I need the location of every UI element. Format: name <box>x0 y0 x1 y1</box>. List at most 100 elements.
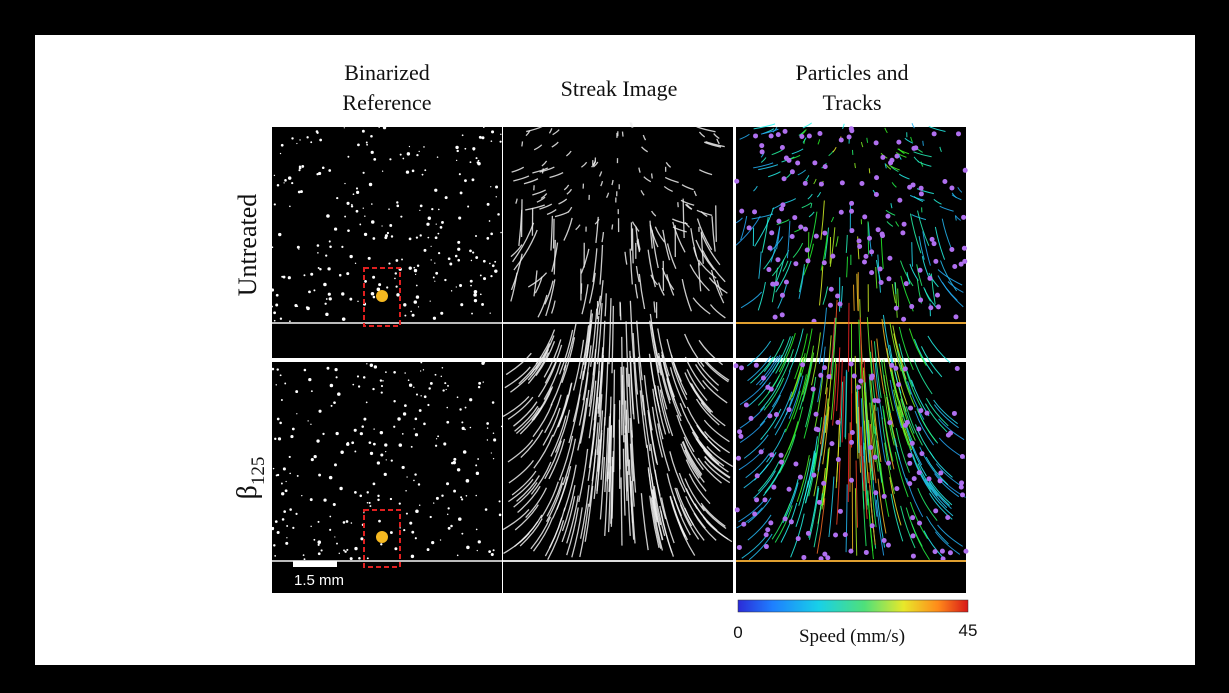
particle <box>880 233 885 238</box>
particle <box>334 368 337 371</box>
particle <box>473 293 477 297</box>
particle <box>475 495 477 497</box>
particle <box>440 226 443 229</box>
particle <box>388 263 390 265</box>
particle <box>386 286 388 288</box>
particle <box>479 136 482 139</box>
particle <box>339 553 340 554</box>
particle <box>283 510 286 513</box>
particle <box>323 283 327 287</box>
particle <box>326 214 330 218</box>
column-header: Tracks <box>822 90 881 115</box>
particle <box>389 158 391 160</box>
particle <box>327 367 330 370</box>
particle <box>273 311 276 314</box>
particle <box>424 395 427 398</box>
wall <box>272 322 502 324</box>
particle <box>459 284 462 287</box>
particle <box>393 400 395 402</box>
particle <box>317 252 319 254</box>
particle <box>373 482 376 485</box>
particle <box>768 520 773 525</box>
particle <box>360 537 363 540</box>
particle <box>411 446 413 448</box>
particle <box>863 254 868 259</box>
particle <box>766 267 771 272</box>
particle <box>349 255 352 258</box>
particle <box>372 388 374 390</box>
particle <box>295 513 297 515</box>
particle <box>276 384 277 385</box>
particle <box>374 365 377 368</box>
particle <box>289 206 291 208</box>
particle <box>386 459 387 460</box>
particle <box>318 544 320 546</box>
particle <box>838 509 843 514</box>
particle <box>427 548 430 551</box>
particle <box>774 412 779 417</box>
panels <box>271 122 969 593</box>
particle <box>289 473 291 475</box>
particle <box>413 267 415 269</box>
particle <box>292 527 294 529</box>
particle <box>818 373 823 378</box>
particle <box>849 228 854 233</box>
particle <box>839 138 844 143</box>
wall <box>503 322 733 324</box>
particle <box>490 275 492 277</box>
particle <box>279 422 282 425</box>
particle <box>317 244 320 247</box>
particle <box>329 245 332 248</box>
particle <box>396 201 398 203</box>
particle <box>299 139 300 140</box>
particle <box>480 274 482 276</box>
particle <box>367 502 369 504</box>
particle <box>347 229 350 232</box>
particle <box>481 136 484 139</box>
particle <box>407 152 410 155</box>
particle <box>330 384 334 388</box>
particle <box>371 203 373 205</box>
particle <box>415 537 417 539</box>
particle <box>858 379 863 384</box>
particle <box>734 179 739 184</box>
particle <box>833 533 838 538</box>
particle <box>289 320 291 322</box>
particle <box>281 492 284 495</box>
particle <box>373 237 376 240</box>
particle <box>780 312 785 317</box>
particle <box>919 186 924 191</box>
particle <box>416 285 418 287</box>
particle <box>318 552 321 555</box>
particle <box>478 382 481 385</box>
particle <box>395 259 398 262</box>
particle <box>414 428 415 429</box>
particle <box>911 182 916 187</box>
particle <box>420 234 422 236</box>
particle <box>335 432 338 435</box>
particle <box>339 274 342 277</box>
particle <box>811 387 816 392</box>
particle <box>762 497 767 502</box>
particle <box>419 504 420 505</box>
particle <box>282 518 285 521</box>
particle <box>435 374 437 376</box>
particle <box>779 453 784 458</box>
particle <box>466 495 468 497</box>
particle <box>960 454 965 459</box>
particle <box>281 483 283 485</box>
particle <box>461 533 463 535</box>
particle <box>959 485 964 490</box>
particle <box>329 476 333 480</box>
particle <box>415 418 418 421</box>
particle <box>776 132 781 137</box>
particle <box>896 140 901 145</box>
particle <box>948 431 953 436</box>
particle <box>467 206 469 208</box>
particle <box>807 134 812 139</box>
particle <box>396 205 399 208</box>
particle <box>956 131 961 136</box>
particle <box>882 538 887 543</box>
particle <box>311 458 314 461</box>
particle <box>341 246 343 248</box>
